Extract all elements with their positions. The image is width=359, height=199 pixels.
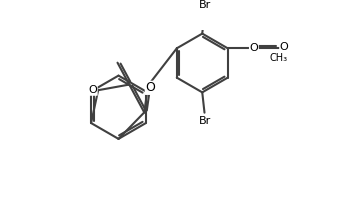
Text: O: O xyxy=(145,81,155,94)
Text: Br: Br xyxy=(199,0,211,10)
Text: O: O xyxy=(88,85,97,95)
Text: O: O xyxy=(280,42,289,52)
Text: O: O xyxy=(250,43,258,53)
Text: CH₃: CH₃ xyxy=(270,53,288,63)
Text: Br: Br xyxy=(199,116,211,126)
